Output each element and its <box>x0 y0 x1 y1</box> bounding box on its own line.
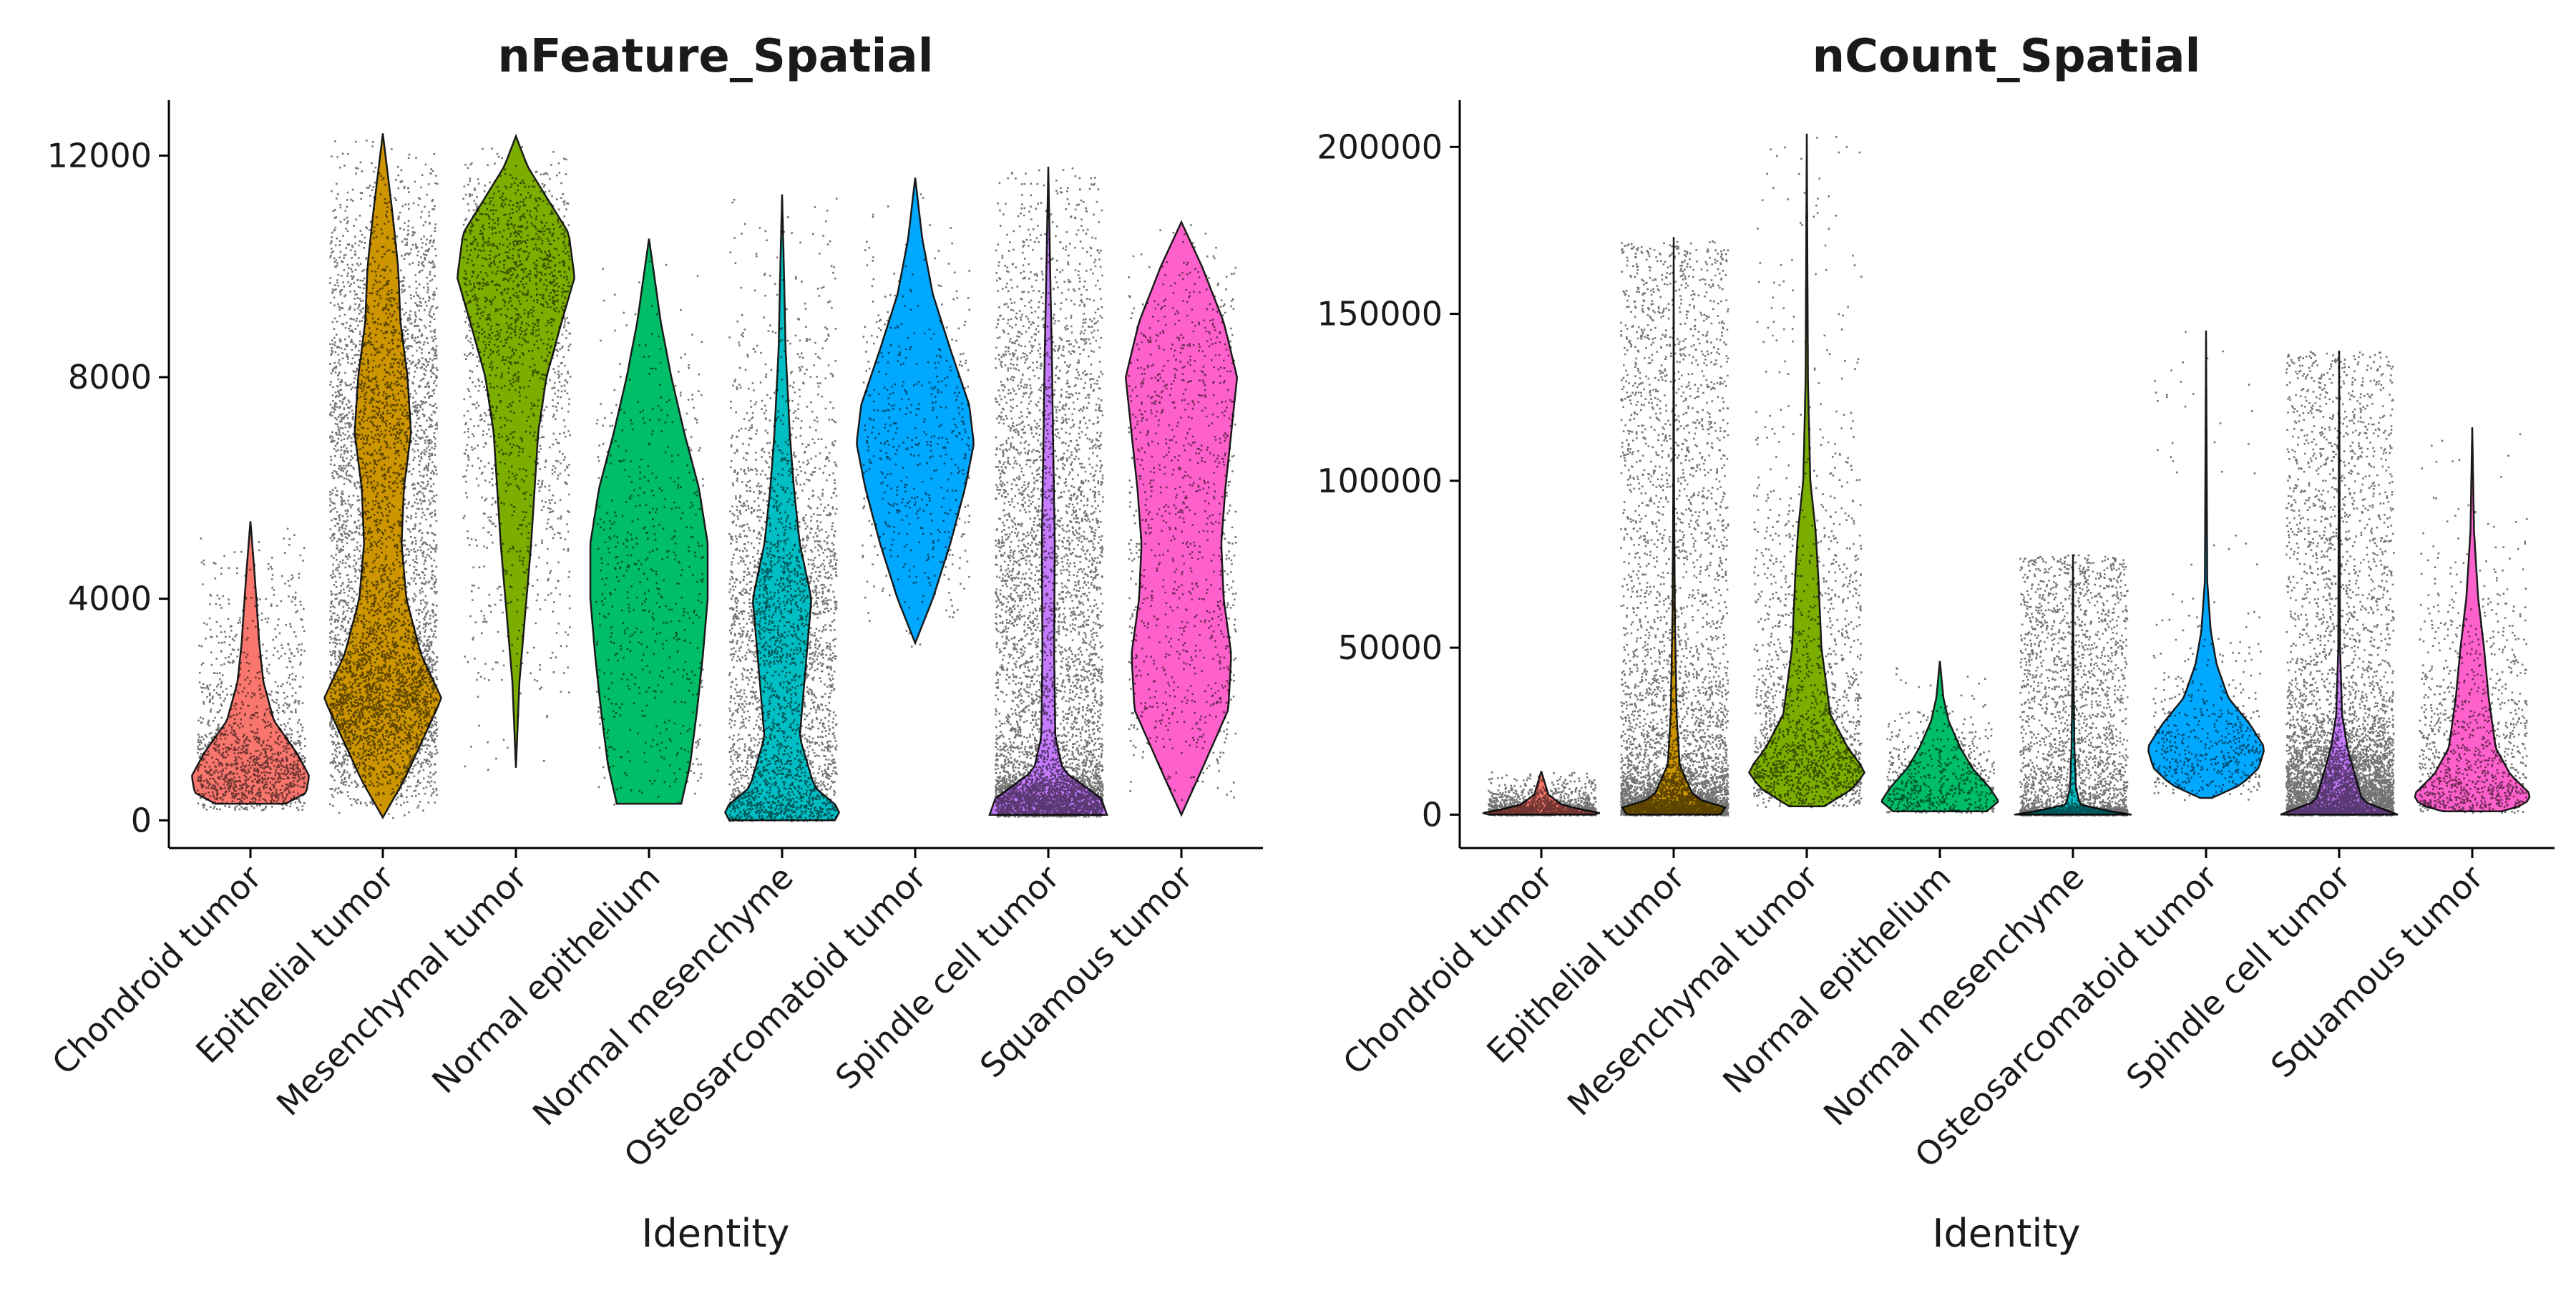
y-tick-label: 8000 <box>68 358 152 396</box>
x-tick-label: Mesenchymal tumor <box>269 858 535 1124</box>
panel-title: nCount_Spatial <box>1813 30 2201 83</box>
point-cloud-spindle-cell-tumor <box>2285 351 2395 817</box>
x-axis-title: Identity <box>1933 1211 2081 1256</box>
violin-normal-epithelium <box>589 238 709 805</box>
violin-squamous-tumor <box>2414 427 2531 812</box>
violin-osteosarcomatoid-tumor <box>2147 330 2265 799</box>
violin-normal-mesenchyme <box>2014 554 2132 816</box>
panel-nfeature-spatial: nFeature_Spatial Identity 0 4000 8000 12000… <box>44 30 1263 1256</box>
y-tick-label: 50000 <box>1338 628 1443 667</box>
panel-title: nFeature_Spatial <box>497 30 933 83</box>
point-cloud-mesenchymal-tumor <box>1753 136 1863 809</box>
point-cloud-squamous-tumor <box>1128 224 1237 802</box>
y-tick-label: 200000 <box>1317 127 1443 166</box>
jitter-points <box>1753 136 1863 809</box>
point-cloud-squamous-tumor <box>2419 433 2528 814</box>
jitter-points <box>1620 240 1729 817</box>
violin-normal-mesenchyme <box>724 194 840 822</box>
violin-osteosarcomatoid-tumor <box>856 177 975 646</box>
jitter-points <box>329 140 439 819</box>
jitter-points <box>1488 771 1597 817</box>
x-tick-label: Mesenchymal tumor <box>1560 858 1825 1124</box>
jitter-points <box>595 260 705 806</box>
violin-mesenchymal-tumor <box>1747 133 1866 807</box>
point-cloud-normal-epithelium <box>595 260 705 806</box>
y-tick-label: 150000 <box>1317 295 1443 333</box>
point-cloud-chondroid-tumor <box>1488 771 1597 817</box>
point-cloud-normal-epithelium <box>1886 667 1995 814</box>
jitter-points <box>2019 554 2129 817</box>
point-cloud-normal-mesenchyme <box>2019 554 2129 817</box>
panel-ncount-spatial: nCount_Spatial Identity 0 50000 100000 1500… <box>1317 30 2555 1256</box>
violin-mesenchymal-tumor <box>457 133 575 768</box>
y-tick-label: 100000 <box>1317 462 1443 500</box>
jitter-points <box>2285 351 2395 817</box>
x-tick-label: Normal epithelium <box>424 858 668 1101</box>
x-tick-label: Normal mesenchyme <box>525 858 801 1134</box>
jitter-points <box>197 527 306 812</box>
point-cloud-chondroid-tumor <box>197 527 306 812</box>
point-cloud-epithelial-tumor <box>329 140 439 819</box>
jitter-points <box>1886 667 1995 814</box>
x-tick-label: Normal epithelium <box>1715 858 1958 1101</box>
x-axis-title: Identity <box>642 1211 790 1256</box>
y-tick-label: 12000 <box>47 136 152 175</box>
y-tick-label: 0 <box>1422 795 1443 834</box>
x-tick-label: Normal mesenchyme <box>1816 858 2092 1134</box>
violin-squamous-tumor <box>1124 220 1239 817</box>
jitter-points <box>462 146 572 771</box>
y-tick-label: 4000 <box>68 580 152 618</box>
jitter-points <box>2419 433 2528 814</box>
point-cloud-epithelial-tumor <box>1620 240 1729 817</box>
y-tick-label: 0 <box>131 801 152 839</box>
x-tick-label: Spindle cell tumor <box>828 858 1067 1097</box>
point-cloud-normal-mesenchyme <box>728 198 838 822</box>
jitter-points <box>1128 224 1237 802</box>
point-cloud-mesenchymal-tumor <box>462 146 572 771</box>
jitter-points <box>728 198 838 822</box>
x-tick-label: Spindle cell tumor <box>2119 858 2358 1097</box>
